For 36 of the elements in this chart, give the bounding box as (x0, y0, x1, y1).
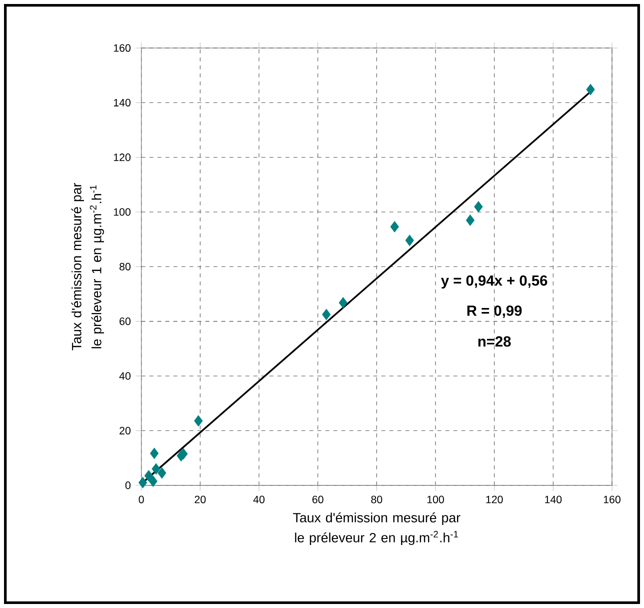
y-tick-label: 100 (114, 208, 131, 216)
point (194, 415, 203, 426)
y-tick-label: 60 (120, 318, 131, 326)
y-tick-label: 160 (114, 44, 131, 52)
x-tick-label: 120 (486, 496, 503, 504)
point (322, 308, 331, 320)
point (586, 84, 595, 96)
point (158, 467, 166, 479)
x-tick-label: 40 (253, 496, 265, 504)
point (148, 476, 158, 487)
point (144, 470, 153, 482)
point (150, 448, 159, 459)
point (338, 297, 348, 308)
x-tick-label: 80 (371, 496, 382, 504)
x-tick-label: 60 (312, 496, 324, 504)
y-tick-label: 40 (119, 372, 131, 380)
point (138, 476, 148, 488)
point (390, 221, 399, 232)
x-tick-label: 140 (545, 496, 562, 504)
point (466, 214, 474, 226)
y-tick-label: 80 (120, 262, 131, 270)
x-tick-label: 0 (138, 496, 144, 504)
annotation: R = 0,99 (467, 305, 522, 318)
y-tick-label: 140 (114, 98, 131, 106)
x-tick-label: 20 (194, 496, 206, 504)
x-axis-title: Taux d'émission mesuré par le préleveur 2 en µg.m$^{-2}$.h$^{-1}$ (293, 512, 460, 546)
point (152, 463, 160, 475)
annotation: n=28 (478, 336, 511, 347)
point (405, 234, 414, 246)
y-tick-label: 20 (120, 426, 131, 434)
y-tick-label: 120 (114, 154, 131, 162)
x-tick-label: 160 (604, 496, 620, 504)
y-tick-label: 0 (125, 482, 131, 490)
annotation: y = 0,94x + 0,56 (441, 275, 548, 289)
x-tick-label: 100 (427, 496, 444, 504)
point (474, 201, 483, 212)
